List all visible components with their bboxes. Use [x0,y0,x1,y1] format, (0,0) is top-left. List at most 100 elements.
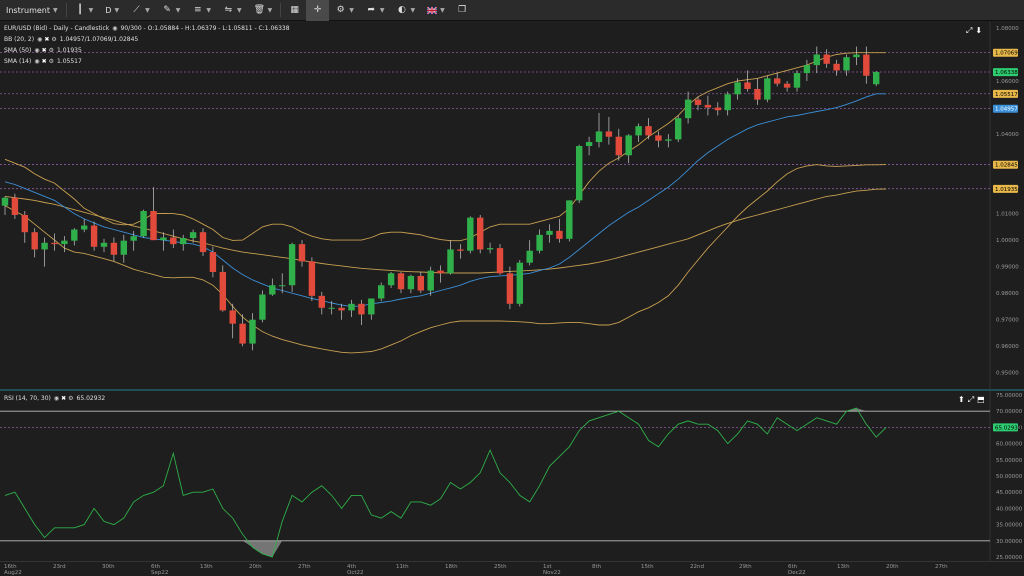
date-axis-label: 8th [592,564,601,570]
price-chart-panel[interactable]: 1.080001.060001.040001.020001.010001.000… [0,22,1024,390]
price-label-text: 1.01935 [995,187,1018,193]
price-label-bg [993,104,1018,113]
candle-body [714,107,721,111]
instrument-menu[interactable]: Instrument ▼ [0,0,64,21]
arrow-up-icon[interactable]: ⬆ [958,395,965,404]
price-label-bg [993,48,1018,57]
close-icon[interactable]: ✖ [44,36,50,43]
eye-icon[interactable]: ◉ [53,395,60,402]
trendline-icon: ⟋ [133,4,140,15]
line-tool-menu[interactable]: ⟋ ▼ [125,0,156,21]
window-button[interactable]: ❐ [451,0,474,21]
expand-icon[interactable]: ⤢ [967,395,975,404]
timeframe-menu[interactable]: D ▼ [99,0,125,21]
maximize-icon[interactable]: ⬒ [977,395,985,404]
panel-controls: ⤢ ⬇ [966,26,982,36]
candle-body [625,135,632,156]
share-icon: ➦ [367,4,376,15]
candle-body [615,136,622,156]
price-axis-tick: 0.99000 [996,265,1019,271]
fibonacci-tool-menu[interactable]: ≡ ▼ [186,0,217,21]
candle-body [813,54,820,66]
candle-body [467,217,474,251]
date-day: 6th [151,564,161,570]
eye-icon[interactable]: ◉ [34,47,40,54]
date-axis-label: 4th Oct22 [347,564,364,576]
date-axis[interactable]: 16th Aug22 23rd 30th 6th Sep22 13th 20th 27th 4th… [0,561,1024,576]
language-menu[interactable]: ▼ [421,0,451,21]
rsi-panel[interactable]: 75.0000070.0000065.0000060.0000055.00000… [0,391,1024,561]
gear-icon: ⚙ [336,4,345,15]
layout-button[interactable]: ▦ [283,0,306,21]
close-icon[interactable]: ✖ [41,58,47,65]
gear-icon[interactable]: ⚙ [48,58,54,65]
price-axis-tick: 0.96000 [996,344,1019,350]
plot-background [0,22,990,390]
gear-icon[interactable]: ⚙ [51,36,57,43]
expand-icon[interactable]: ⤢ [966,26,973,35]
settings-menu[interactable]: ⚙ ▼ [329,0,360,21]
chart-type-menu[interactable]: ┃ ▼ [69,0,100,21]
rsi-legend: RSI (14, 70, 30) ◉ ✖ ⚙ 65.02932 [4,395,105,402]
candle-body [833,63,840,71]
layout-icon: ▦ [290,4,299,15]
date-month: Aug22 [4,570,22,576]
rsi-panel-controls: ⬆ ⤢ ⬒ [958,395,985,405]
eye-icon[interactable]: ◉ [34,58,40,65]
rsi-current-label-bg [993,423,1018,432]
eye-icon[interactable]: ◉ [112,25,118,32]
palette-icon: ◐ [398,4,406,15]
candle-body [417,275,424,291]
date-day: 22nd [690,564,704,570]
date-day: 27th [935,564,948,570]
rsi-axis-tick: 45.00000 [996,490,1023,496]
candle-body [774,78,781,84]
eye-icon[interactable]: ◉ [37,36,43,43]
candle-body [21,214,28,233]
candle-body [209,252,217,272]
price-chart[interactable]: 1.080001.060001.040001.020001.010001.000… [0,22,1024,390]
date-day: 30th [102,564,115,570]
close-icon[interactable]: ✖ [61,395,67,402]
gear-icon[interactable]: ⚙ [68,395,74,402]
delete-menu[interactable]: 🗑 ▼ [248,0,279,21]
candle-body [793,73,801,88]
candle-body [11,197,19,215]
rsi-chart[interactable]: 75.0000070.0000065.0000060.0000055.00000… [0,391,1024,561]
date-axis-label: 13th [200,564,213,570]
sma50-label: SMA (50) [4,47,32,54]
date-axis-label: 27th [298,564,311,570]
panel-divider[interactable] [0,389,1024,391]
date-day: 20th [249,564,262,570]
price-label-text: 1.05517 [995,92,1018,98]
candle-body [110,242,118,255]
candle-body [140,210,147,237]
candle-body [684,99,692,119]
indicator-menu[interactable]: ⇋ ▼ [217,0,248,21]
close-icon[interactable]: ✖ [41,47,47,54]
share-menu[interactable]: ➦ ▼ [360,0,391,21]
date-day: 18th [445,564,458,570]
arrow-down-icon[interactable]: ⬇ [975,26,983,35]
candle-body [100,242,108,247]
crosshair-button[interactable]: ✛ [306,0,330,21]
candle-body [368,298,375,315]
candle-body [655,135,662,141]
price-label: 1.01935 [993,184,1018,193]
candle-body [170,237,177,245]
candle-body [51,242,58,245]
bb-values: 1.04957/1.07069/1.02845 [59,36,139,43]
candlestick-icon: ┃ [77,4,83,15]
sma50-legend: SMA (50) ◉ ✖ ⚙ 1.01935 [4,47,82,54]
date-axis-label: 25th [494,564,507,570]
candle-body [566,200,573,239]
theme-menu[interactable]: ◐ ▼ [390,0,421,21]
rsi-oversold-fill [242,540,283,557]
candle-body [259,294,266,320]
gear-icon[interactable]: ⚙ [48,47,54,54]
candle-body [308,261,316,296]
candle-body [605,131,613,137]
drawing-tool-menu[interactable]: ✎ ▼ [156,0,187,21]
candle-body [407,275,415,290]
candle-body [724,94,731,111]
